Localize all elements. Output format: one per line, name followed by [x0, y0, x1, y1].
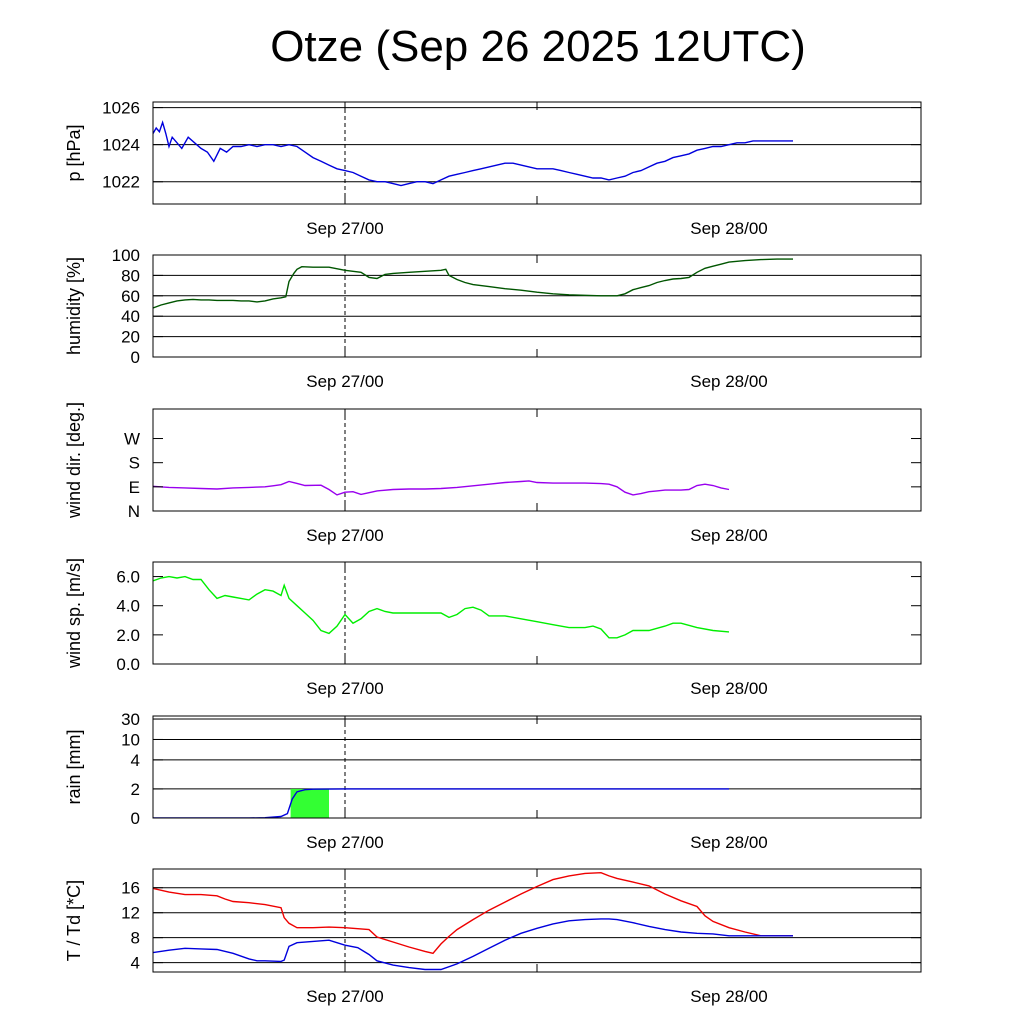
series-line-pressure-0	[153, 120, 793, 187]
y-tick-label: 80	[121, 266, 140, 285]
x-tick-label: Sep 28/00	[690, 219, 768, 238]
y-tick-label: 20	[121, 328, 140, 347]
y-axis-label: T / Td [*C]	[64, 880, 84, 961]
y-tick-label: 1024	[102, 136, 140, 155]
panel-wind_speed: 0.0 2.0 4.0 6.0 Sep 27/00 Sep 28/00 wind sp. […	[64, 558, 922, 698]
plot-frame	[152, 868, 922, 973]
panel-pressure: 1022 1024 1026 Sep 27/00 Sep 28/00 p [hPa]	[64, 99, 922, 238]
x-tick-label: Sep 27/00	[306, 219, 384, 238]
y-tick-label: 4.0	[116, 597, 140, 616]
y-tick-label: 1022	[102, 173, 140, 192]
y-tick-label: 40	[121, 307, 140, 326]
plot-frame	[152, 101, 922, 205]
y-tick-label: 4	[131, 954, 140, 973]
plot-frame	[152, 254, 922, 358]
series-line-temperature-t	[153, 871, 793, 955]
series-line-humidity-0	[153, 258, 793, 309]
y-tick-label: 4	[131, 751, 140, 770]
y-tick-label: 6.0	[116, 568, 140, 587]
y-tick-label: 100	[112, 246, 140, 265]
y-axis-label: p [hPa]	[64, 124, 84, 181]
x-tick-label: Sep 27/00	[306, 679, 384, 698]
y-axis-label: wind sp. [m/s]	[64, 558, 84, 669]
y-tick-label: W	[124, 430, 140, 449]
series-line-temperature-td	[153, 918, 793, 971]
x-tick-label: Sep 28/00	[690, 372, 768, 391]
y-tick-label: 16	[121, 879, 140, 898]
series-line-wind_dir-0	[153, 480, 730, 496]
plot-frame	[152, 561, 922, 665]
x-tick-label: Sep 27/00	[306, 987, 384, 1006]
y-axis-label: rain [mm]	[64, 729, 84, 804]
x-tick-label: Sep 28/00	[690, 987, 768, 1006]
x-tick-label: Sep 28/00	[690, 526, 768, 545]
plot-frame	[152, 715, 922, 819]
x-tick-label: Sep 27/00	[306, 372, 384, 391]
series-line-rain-0	[153, 788, 729, 818]
y-tick-label: E	[129, 478, 140, 497]
y-tick-label: 60	[121, 287, 140, 306]
y-tick-label: 12	[121, 904, 140, 923]
y-tick-label: 8	[131, 929, 140, 948]
x-tick-label: Sep 28/00	[690, 833, 768, 852]
y-tick-label: 0	[131, 348, 140, 367]
y-tick-label: 2	[131, 780, 140, 799]
x-tick-label: Sep 28/00	[690, 679, 768, 698]
y-tick-label: 0	[131, 809, 140, 828]
y-tick-label: 10	[121, 730, 140, 749]
y-tick-label: S	[129, 454, 140, 473]
x-tick-label: Sep 27/00	[306, 526, 384, 545]
plot-frame	[152, 408, 922, 512]
rain-bar	[290, 788, 329, 818]
y-tick-label: N	[128, 502, 140, 521]
y-axis-label: wind dir. [deg.]	[64, 402, 84, 519]
x-tick-label: Sep 27/00	[306, 833, 384, 852]
series-line-wind_speed-0	[153, 575, 730, 639]
y-tick-label: 1026	[102, 99, 140, 118]
y-tick-label: 2.0	[116, 626, 140, 645]
y-tick-label: 30	[121, 710, 140, 729]
y-tick-label: 0.0	[116, 655, 140, 674]
chart-title: Otze (Sep 26 2025 12UTC)	[270, 22, 806, 71]
panel-temperature: 4 8 12 16 Sep 27/00 Sep 28/00 T / Td [*C]	[64, 868, 922, 1006]
y-axis-label: humidity [%]	[64, 257, 84, 355]
